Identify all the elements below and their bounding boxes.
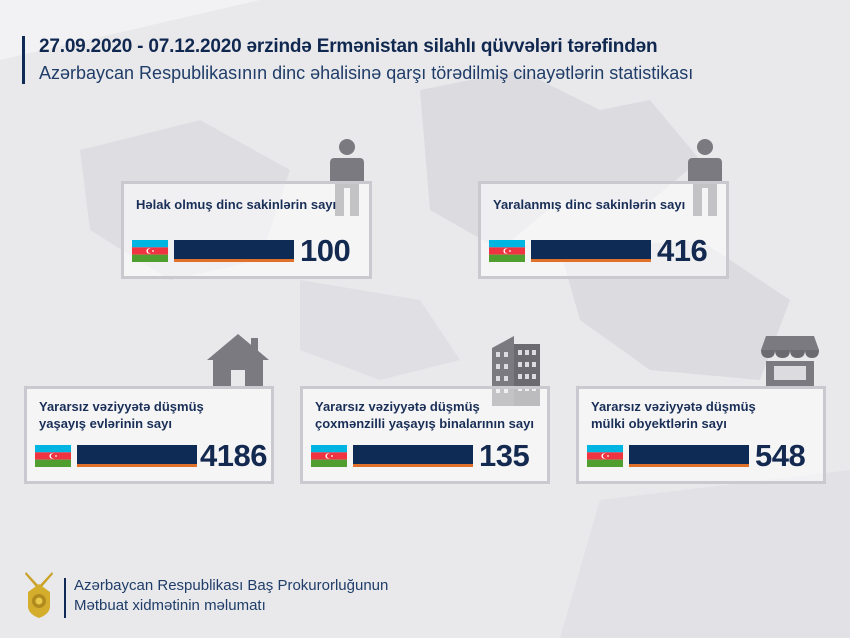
card-value: 100 xyxy=(300,233,351,268)
value-bar xyxy=(353,445,473,467)
azerbaijan-flag-icon xyxy=(132,240,168,262)
card-civilians-killed: Həlak olmuş dinc sakinlərin sayı 100 xyxy=(121,181,372,279)
prosecutor-emblem-icon xyxy=(25,572,53,618)
footer-divider xyxy=(64,578,66,618)
card-civilians-wounded: Yaralanmış dinc sakinlərin sayı 416 xyxy=(478,181,729,279)
footer-source: Azərbaycan Respublikası Baş Prokurorluğu… xyxy=(74,577,389,614)
value-bar xyxy=(77,445,197,467)
card-apartment-buildings-destroyed: Yararsız vəziyyətə düşmüş çoxmənzilli ya… xyxy=(300,386,550,484)
card-civil-objects-destroyed: Yararsız vəziyyətə düşmüş mülki obyektlə… xyxy=(576,386,826,484)
value-bar xyxy=(174,240,294,262)
azerbaijan-flag-icon xyxy=(587,445,623,467)
value-bar xyxy=(531,240,651,262)
card-value: 416 xyxy=(657,233,708,268)
azerbaijan-flag-icon xyxy=(489,240,525,262)
card-label: Həlak olmuş dinc sakinlərin sayı xyxy=(136,197,337,212)
azerbaijan-flag-icon xyxy=(311,445,347,467)
card-label: Yararsız vəziyyətə düşmüş yaşayış evləri… xyxy=(39,399,204,431)
card-label: Yararsız vəziyyətə düşmüş çoxmənzilli ya… xyxy=(315,399,534,431)
card-houses-destroyed: Yararsız vəziyyətə düşmüş yaşayış evləri… xyxy=(24,386,274,484)
header: 27.09.2020 - 07.12.2020 ərzində Ermənist… xyxy=(22,36,693,84)
value-bar xyxy=(629,445,749,467)
card-label: Yaralanmış dinc sakinlərin sayı xyxy=(493,197,686,212)
card-label: Yararsız vəziyyətə düşmüş mülki obyektlə… xyxy=(591,399,756,431)
house-icon xyxy=(207,334,269,387)
page-title: 27.09.2020 - 07.12.2020 ərzində Ermənist… xyxy=(39,36,658,57)
card-value: 135 xyxy=(479,438,530,473)
page-subtitle: Azərbaycan Respublikasının dinc əhalisin… xyxy=(39,63,694,83)
card-value: 548 xyxy=(755,438,806,473)
shop-icon xyxy=(761,336,819,387)
card-value: 4186 xyxy=(200,438,267,473)
azerbaijan-flag-icon xyxy=(35,445,71,467)
